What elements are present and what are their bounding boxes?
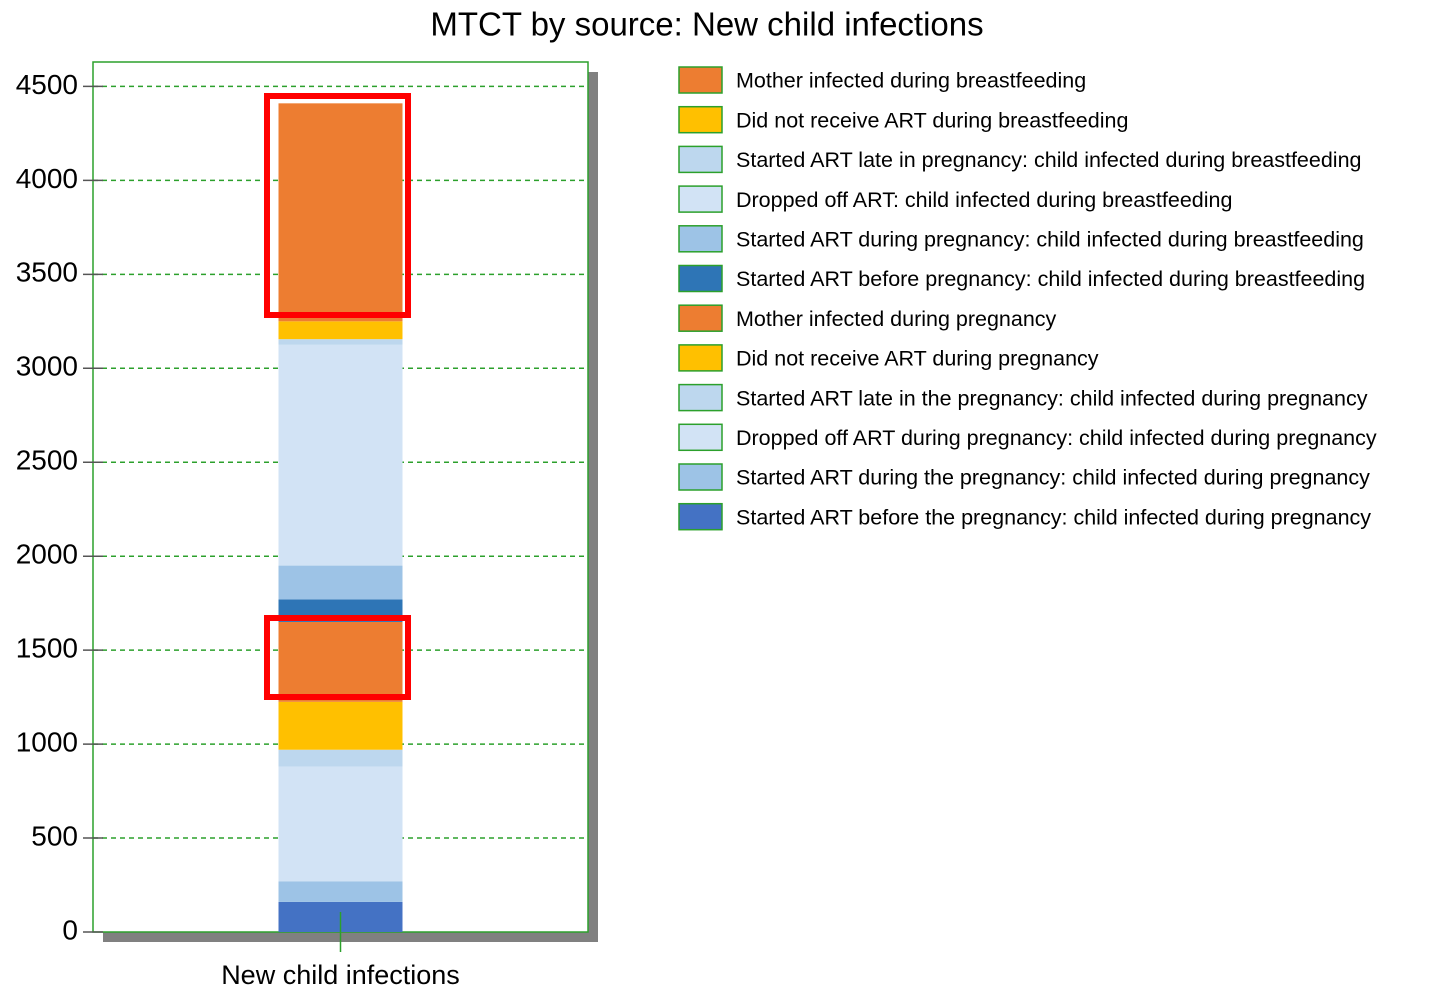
- legend-swatch: [678, 185, 723, 213]
- legend-swatch: [678, 225, 723, 253]
- legend-swatch: [678, 502, 723, 531]
- bar-segment: [278, 749, 403, 767]
- bar-segment: [278, 103, 403, 322]
- bar-segment: [278, 321, 403, 340]
- y-tick-label: 2000: [16, 539, 78, 570]
- legend-label: Mother infected during breastfeeding: [736, 69, 1086, 93]
- y-tick-label: 1500: [16, 633, 78, 664]
- legend-label: Started ART late in the pregnancy: child…: [736, 386, 1368, 410]
- bar-segment: [278, 766, 403, 882]
- legend-swatch: [678, 463, 723, 491]
- bar-segment: [278, 565, 403, 600]
- highlight-box: [264, 93, 411, 318]
- legend-swatch: [678, 383, 723, 412]
- legend-label: Started ART during pregnancy: child infe…: [736, 227, 1364, 251]
- legend-label: Did not receive ART during pregnancy: [736, 347, 1099, 371]
- legend-swatch: [678, 145, 723, 174]
- y-tick-label: 4000: [16, 163, 78, 194]
- bar-segment: [278, 881, 403, 902]
- bar-segment: [278, 701, 403, 750]
- x-tick-label: New child infections: [221, 960, 460, 990]
- y-tick-label: 3000: [16, 351, 78, 382]
- legend-swatch: [678, 304, 723, 332]
- legend-label: Started ART during the pregnancy: child …: [736, 466, 1370, 490]
- legend-label: Started ART before the pregnancy: child …: [736, 505, 1371, 529]
- legend-swatch: [678, 423, 723, 452]
- plot-content: [93, 85, 588, 932]
- y-tick-label: 4500: [16, 69, 78, 100]
- legend-swatch: [678, 344, 723, 372]
- y-tick-label: 0: [62, 914, 78, 945]
- highlight-box: [264, 615, 411, 700]
- legend-label: Did not receive ART during breastfeeding: [736, 108, 1128, 132]
- bar-segment: [278, 621, 403, 702]
- legend-swatch: [678, 105, 723, 134]
- legend-label: Dropped off ART during pregnancy: child …: [736, 426, 1377, 450]
- legend-label: Started ART before pregnancy: child infe…: [736, 267, 1365, 291]
- y-tick-label: 3500: [16, 257, 78, 288]
- bar-segment: [278, 339, 403, 345]
- y-tick-label: 1000: [16, 726, 78, 757]
- bar-segment: [278, 344, 403, 566]
- chart-title: MTCT by source: New child infections: [430, 6, 983, 43]
- y-tick-label: 2500: [16, 445, 78, 476]
- legend-swatch: [678, 66, 723, 94]
- legend-swatch: [678, 264, 723, 293]
- y-tick-label: 500: [31, 820, 78, 851]
- legend-label: Dropped off ART: child infected during b…: [736, 188, 1232, 212]
- legend-label: Started ART late in pregnancy: child inf…: [736, 148, 1362, 172]
- legend-label: Mother infected during pregnancy: [736, 307, 1057, 331]
